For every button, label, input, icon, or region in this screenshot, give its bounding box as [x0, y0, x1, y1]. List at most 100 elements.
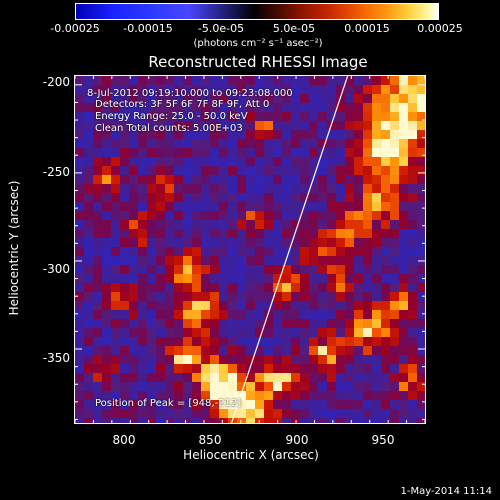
heatmap-pixel [201, 418, 210, 423]
heatmap-pixel [111, 265, 120, 274]
heatmap-pixel [147, 328, 156, 337]
heatmap-pixel [201, 157, 210, 166]
heatmap-pixel [210, 202, 219, 211]
heatmap-pixel [264, 202, 273, 211]
heatmap-pixel [192, 139, 201, 148]
heatmap-pixel [93, 364, 102, 373]
heatmap-pixel [336, 319, 345, 328]
heatmap-pixel [156, 274, 165, 283]
heatmap-pixel [417, 211, 425, 220]
heatmap-pixel [201, 193, 210, 202]
heatmap-pixel [381, 76, 390, 85]
heatmap-pixel [354, 391, 363, 400]
heatmap-pixel [219, 346, 228, 355]
heatmap-pixel [390, 283, 399, 292]
heatmap-pixel [201, 103, 210, 112]
heatmap-pixel [192, 274, 201, 283]
heatmap-pixel [408, 157, 417, 166]
heatmap-pixel [201, 247, 210, 256]
heatmap-pixel [129, 373, 138, 382]
heatmap-pixel [93, 265, 102, 274]
heatmap-pixel [399, 211, 408, 220]
heatmap-pixel [300, 247, 309, 256]
image-plot-area[interactable]: 8-Jul-2012 09:19:10.000 to 09:23:08.000 … [74, 75, 426, 424]
heatmap-pixel [120, 355, 129, 364]
colorbar-tick: 0.00015 [344, 22, 390, 35]
heatmap-pixel [228, 193, 237, 202]
heatmap-pixel [102, 76, 111, 85]
heatmap-pixel [291, 310, 300, 319]
heatmap-pixel [372, 184, 381, 193]
heatmap-pixel [102, 364, 111, 373]
heatmap-pixel [381, 184, 390, 193]
heatmap-pixel [399, 301, 408, 310]
heatmap-pixel [354, 418, 363, 423]
heatmap-pixel [129, 400, 138, 409]
heatmap-pixel [192, 175, 201, 184]
heatmap-pixel [219, 373, 228, 382]
heatmap-pixel [282, 157, 291, 166]
heatmap-pixel [120, 373, 129, 382]
heatmap-pixel [381, 409, 390, 418]
heatmap-pixel [111, 175, 120, 184]
heatmap-pixel [129, 220, 138, 229]
heatmap-pixel [156, 148, 165, 157]
heatmap-pixel [318, 103, 327, 112]
heatmap-pixel [147, 391, 156, 400]
heatmap-pixel [219, 256, 228, 265]
heatmap-pixel [327, 175, 336, 184]
heatmap-pixel [84, 346, 93, 355]
heatmap-pixel [300, 112, 309, 121]
heatmap-pixel [372, 400, 381, 409]
heatmap-pixel [129, 328, 138, 337]
heatmap-pixel [237, 166, 246, 175]
heatmap-pixel [129, 391, 138, 400]
heatmap-pixel [273, 76, 282, 85]
heatmap-pixel [174, 247, 183, 256]
heatmap-pixel [273, 193, 282, 202]
heatmap-pixel [336, 238, 345, 247]
heatmap-pixel [300, 238, 309, 247]
heatmap-pixel [156, 373, 165, 382]
heatmap-pixel [156, 85, 165, 94]
heatmap-pixel [237, 103, 246, 112]
heatmap-pixel [75, 346, 84, 355]
heatmap-pixel [381, 310, 390, 319]
heatmap-pixel [318, 373, 327, 382]
heatmap-pixel [390, 310, 399, 319]
heatmap-pixel [363, 328, 372, 337]
heatmap-pixel [156, 211, 165, 220]
heatmap-pixel [246, 274, 255, 283]
heatmap-pixel [147, 184, 156, 193]
heatmap-pixel [408, 364, 417, 373]
heatmap-pixel [390, 265, 399, 274]
heatmap-pixel [75, 193, 84, 202]
heatmap-pixel [318, 418, 327, 423]
heatmap-pixel [363, 373, 372, 382]
heatmap-pixel [129, 184, 138, 193]
heatmap-pixel [282, 400, 291, 409]
heatmap-pixel [183, 292, 192, 301]
heatmap-pixel [417, 364, 425, 373]
heatmap-pixel [165, 229, 174, 238]
heatmap-pixel [246, 382, 255, 391]
heatmap-pixel [201, 328, 210, 337]
heatmap-pixel [201, 301, 210, 310]
heatmap-pixel [255, 292, 264, 301]
heatmap-pixel [336, 175, 345, 184]
y-tick-label: -300 [42, 262, 70, 276]
heatmap-pixel [264, 409, 273, 418]
heatmap-pixel [363, 337, 372, 346]
heatmap-pixel [336, 418, 345, 423]
heatmap-pixel [192, 400, 201, 409]
heatmap-pixel [336, 121, 345, 130]
heatmap-pixel [246, 328, 255, 337]
heatmap-pixel [147, 292, 156, 301]
heatmap-pixel [336, 265, 345, 274]
heatmap-pixel [138, 301, 147, 310]
heatmap-pixel [399, 391, 408, 400]
heatmap-pixel [390, 220, 399, 229]
heatmap-pixel [336, 310, 345, 319]
heatmap-pixel [138, 130, 147, 139]
heatmap-pixel [219, 310, 228, 319]
